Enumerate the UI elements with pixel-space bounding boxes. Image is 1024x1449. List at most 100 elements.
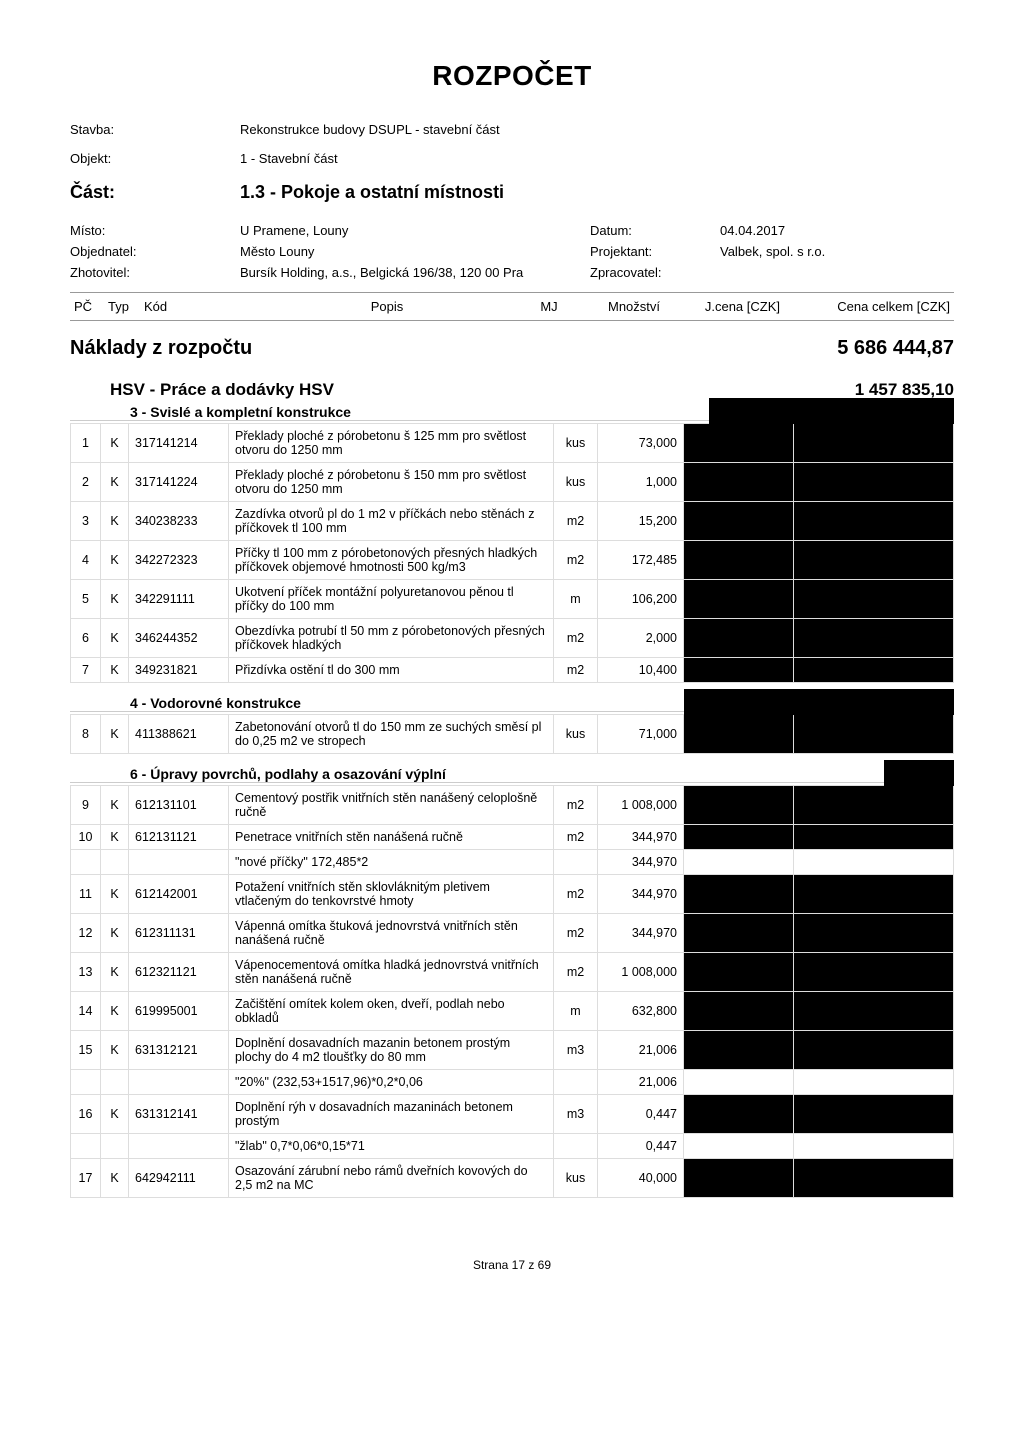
group-header: 3 - Svislé a kompletní konstrukce	[70, 404, 954, 421]
redacted-total-price	[794, 541, 954, 580]
redacted-total-price	[794, 424, 954, 463]
redacted-total-price	[794, 715, 954, 754]
cell-kod: 612311131	[129, 914, 229, 953]
label-stavba: Stavba:	[70, 122, 240, 137]
cell-mn: 1 008,000	[598, 786, 684, 825]
cell-mn: 73,000	[598, 424, 684, 463]
col-jcena: J.cena [CZK]	[664, 299, 784, 314]
grand-value: 5 686 444,87	[837, 337, 954, 360]
cell-mn: 344,970	[598, 914, 684, 953]
page: ROZPOČET Stavba: Rekonstrukce budovy DSU…	[0, 0, 1024, 1302]
cell-mj: m	[554, 580, 598, 619]
value-cast: 1.3 - Pokoje a ostatní místnosti	[240, 182, 504, 203]
cell-popis: Přizdívka ostění tl do 300 mm	[229, 658, 554, 683]
cell-popis: Doplnění rýh v dosavadních mazaninách be…	[229, 1095, 554, 1134]
cell-mj: m2	[554, 875, 598, 914]
note-qty: 21,006	[598, 1070, 684, 1095]
redacted-unit-price	[684, 541, 794, 580]
cell-pc: 8	[71, 715, 101, 754]
redacted-unit-price	[684, 715, 794, 754]
cell-kod: 349231821	[129, 658, 229, 683]
table-row: 17K642942111Osazování zárubní nebo rámů …	[71, 1159, 954, 1198]
cell-typ: K	[101, 786, 129, 825]
cell-typ: K	[101, 658, 129, 683]
cell-kod: 342272323	[129, 541, 229, 580]
meta-misto-datum: Místo: U Pramene, Louny Datum: 04.04.201…	[70, 223, 954, 238]
cell-kod: 342291111	[129, 580, 229, 619]
cell-pc: 12	[71, 914, 101, 953]
note-text: "20%" (232,53+1517,96)*0,2*0,06	[229, 1070, 554, 1095]
cell-mj: kus	[554, 424, 598, 463]
cell-popis: Obezdívka potrubí tl 50 mm z pórobetonov…	[229, 619, 554, 658]
cell-mj: m2	[554, 541, 598, 580]
cell-pc: 10	[71, 825, 101, 850]
cell-mj: m2	[554, 953, 598, 992]
redacted-total-price	[794, 502, 954, 541]
redacted-total-price	[794, 825, 954, 850]
cell-mn: 1,000	[598, 463, 684, 502]
table-row: 12K612311131Vápenná omítka štuková jedno…	[71, 914, 954, 953]
redacted-total-price	[794, 619, 954, 658]
value-projektant: Valbek, spol. s r.o.	[720, 244, 954, 259]
redacted-total-price	[794, 914, 954, 953]
meta-objednatel-projektant: Objednatel: Město Louny Projektant: Valb…	[70, 244, 954, 259]
cell-popis: Potažení vnitřních stěn sklovláknitým pl…	[229, 875, 554, 914]
cell-kod: 612321121	[129, 953, 229, 992]
table-row: 11K612142001Potažení vnitřních stěn sklo…	[71, 875, 954, 914]
page-title: ROZPOČET	[70, 60, 954, 92]
meta-stavba: Stavba: Rekonstrukce budovy DSUPL - stav…	[70, 122, 954, 137]
cell-typ: K	[101, 825, 129, 850]
cell-typ: K	[101, 1095, 129, 1134]
col-celkem: Cena celkem [CZK]	[784, 299, 954, 314]
budget-table: 1K317141214Překlady ploché z pórobetonu …	[70, 423, 954, 683]
cell-pc: 13	[71, 953, 101, 992]
redacted-unit-price	[684, 658, 794, 683]
label-objekt: Objekt:	[70, 151, 240, 166]
cell-kod: 612131121	[129, 825, 229, 850]
cell-mj: m	[554, 992, 598, 1031]
meta-cast: Část: 1.3 - Pokoje a ostatní místnosti	[70, 182, 954, 203]
cell-mj: m2	[554, 914, 598, 953]
col-pc: PČ	[70, 299, 104, 314]
cell-typ: K	[101, 875, 129, 914]
cell-kod: 317141214	[129, 424, 229, 463]
redacted-unit-price	[684, 825, 794, 850]
note-row: "žlab" 0,7*0,06*0,15*710,447	[71, 1134, 954, 1159]
table-row: 6K346244352Obezdívka potrubí tl 50 mm z …	[71, 619, 954, 658]
cell-mj: m2	[554, 619, 598, 658]
table-row: 3K340238233Zazdívka otvorů pl do 1 m2 v …	[71, 502, 954, 541]
cell-kod: 631312121	[129, 1031, 229, 1070]
redacted-total-price	[794, 992, 954, 1031]
col-mj: MJ	[524, 299, 574, 314]
redacted-total-price	[794, 953, 954, 992]
cell-kod: 411388621	[129, 715, 229, 754]
cell-pc: 16	[71, 1095, 101, 1134]
col-mnozstvi: Množství	[574, 299, 664, 314]
cell-popis: Překlady ploché z pórobetonu š 125 mm pr…	[229, 424, 554, 463]
note-text: "nové příčky" 172,485*2	[229, 850, 554, 875]
cell-popis: Doplnění dosavadních mazanin betonem pro…	[229, 1031, 554, 1070]
cell-popis: Osazování zárubní nebo rámů dveřních kov…	[229, 1159, 554, 1198]
cell-typ: K	[101, 541, 129, 580]
label-misto: Místo:	[70, 223, 240, 238]
table-row: 5K342291111Ukotvení příček montážní poly…	[71, 580, 954, 619]
cell-popis: Cementový postřik vnitřních stěn nanášen…	[229, 786, 554, 825]
label-zhotovitel: Zhotovitel:	[70, 265, 240, 280]
redacted-amount	[884, 760, 954, 786]
page-footer: Strana 17 z 69	[70, 1258, 954, 1272]
label-projektant: Projektant:	[590, 244, 720, 259]
table-row: 13K612321121Vápenocementová omítka hladk…	[71, 953, 954, 992]
cell-mn: 40,000	[598, 1159, 684, 1198]
cell-mn: 21,006	[598, 1031, 684, 1070]
cell-kod: 317141224	[129, 463, 229, 502]
col-typ: Typ	[104, 299, 140, 314]
cell-mn: 172,485	[598, 541, 684, 580]
cell-mn: 10,400	[598, 658, 684, 683]
redacted-amount	[684, 689, 954, 715]
note-row: "20%" (232,53+1517,96)*0,2*0,06 21,006	[71, 1070, 954, 1095]
value-zpracovatel	[720, 265, 954, 280]
hsv-value: 1 457 835,10	[855, 380, 954, 400]
table-row: 16K631312141Doplnění rýh v dosavadních m…	[71, 1095, 954, 1134]
cell-kod: 612131101	[129, 786, 229, 825]
cell-mj: kus	[554, 715, 598, 754]
